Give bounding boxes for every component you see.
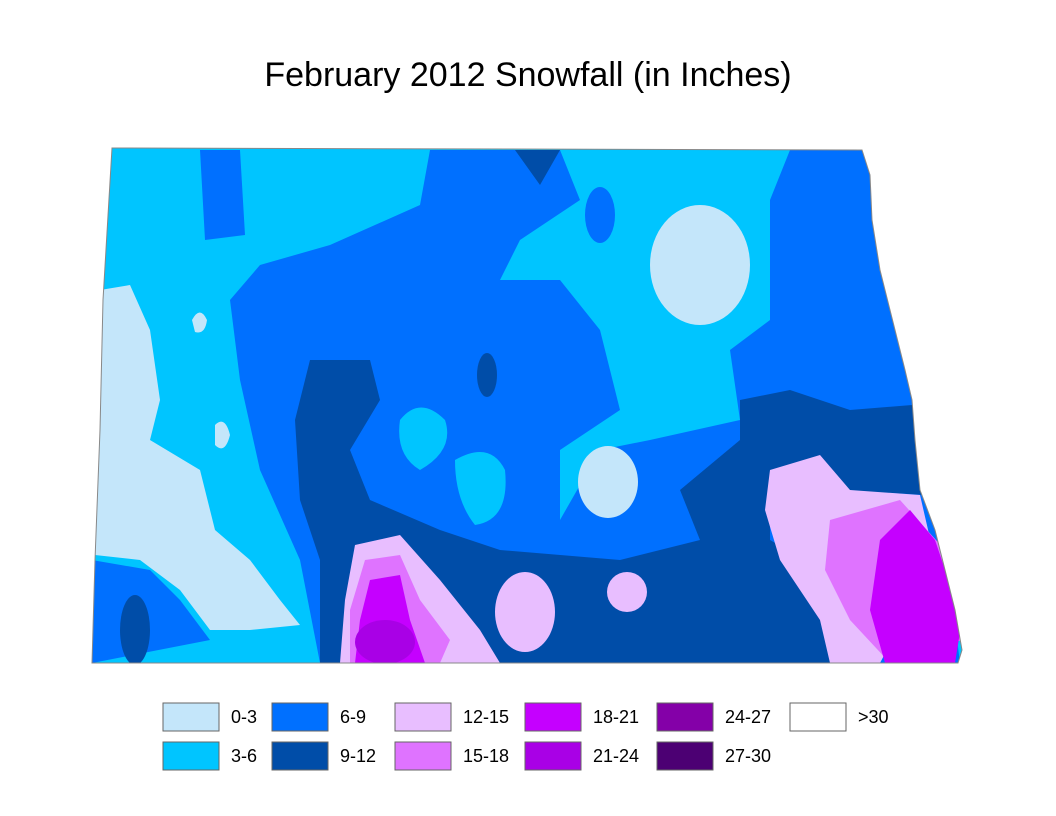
legend-label: 9-12: [340, 746, 376, 766]
legend-swatch: [162, 741, 220, 771]
legend-label: 15-18: [463, 746, 509, 766]
legend-label: 3-6: [231, 746, 257, 766]
band-3-6: [399, 407, 506, 525]
band-21-24: [355, 620, 415, 663]
legend-swatch: [271, 741, 329, 771]
snowfall-map: [92, 148, 962, 663]
legend-swatch: [162, 702, 220, 732]
legend-swatch: [656, 741, 714, 771]
legend-swatch: [394, 702, 452, 732]
legend-swatch: [656, 702, 714, 732]
band-9-12: [120, 595, 150, 663]
legend-swatch: [789, 702, 847, 732]
legend-label: >30: [858, 707, 889, 727]
legend-swatch: [394, 741, 452, 771]
band-9-12: [295, 150, 925, 663]
band-6-9: [585, 187, 615, 243]
band-0-3: [578, 446, 638, 518]
band-12-15: [607, 572, 647, 612]
band-12-15: [495, 572, 555, 652]
band-9-12: [477, 353, 497, 397]
band-12-15: [340, 455, 935, 663]
state-outline: [91, 147, 963, 664]
legend-label: 0-3: [231, 707, 257, 727]
legend: 0-3 3-6 6-9 9-12 12-15 15-18 18-21 21-24 24-27 27…: [162, 702, 889, 771]
legend-label: 24-27: [725, 707, 771, 727]
legend-label: 27-30: [725, 746, 771, 766]
legend-swatch: [524, 702, 582, 732]
band-0-3: [650, 205, 750, 325]
legend-label: 21-24: [593, 746, 639, 766]
legend-label: 18-21: [593, 707, 639, 727]
legend-label: 6-9: [340, 707, 366, 727]
legend-swatch: [271, 702, 329, 732]
legend-swatch: [524, 741, 582, 771]
map-title: February 2012 Snowfall (in Inches): [264, 56, 791, 94]
legend-label: 12-15: [463, 707, 509, 727]
band-18-21: [355, 510, 962, 663]
band-0-3: [95, 285, 300, 630]
